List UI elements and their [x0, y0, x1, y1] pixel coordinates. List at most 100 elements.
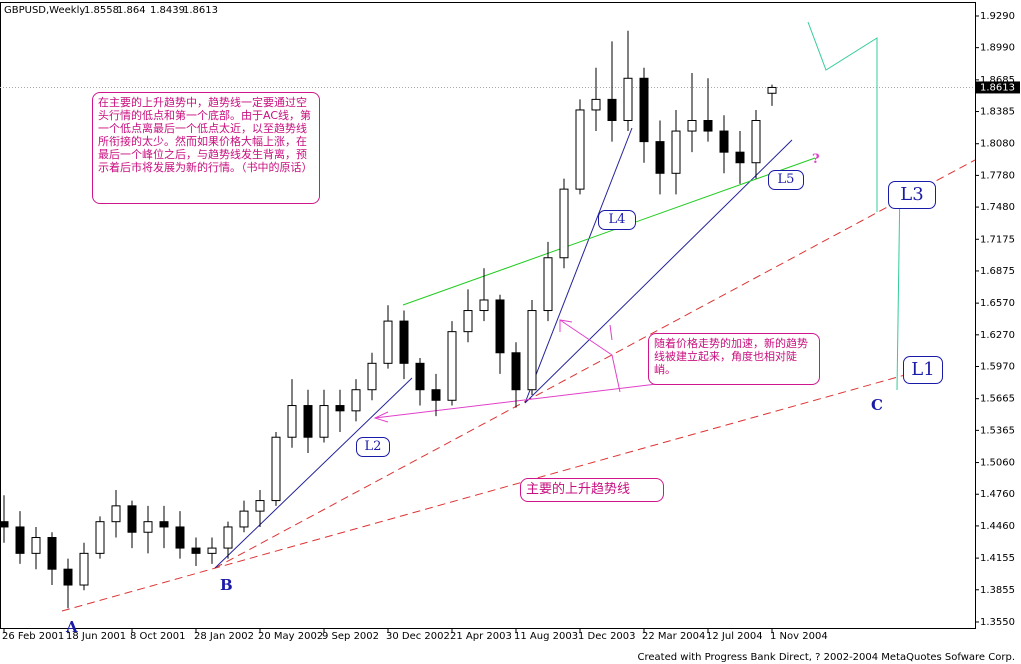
- candle-body: [639, 77, 649, 143]
- ohlc-high: 1.864: [117, 5, 146, 16]
- y-tick-label: 1.8080: [980, 139, 1015, 150]
- candle-body: [463, 310, 473, 333]
- trendlines: [61, 21, 976, 612]
- candle-body: [479, 299, 489, 312]
- candle-body: [415, 362, 425, 391]
- y-tick-label: 1.7175: [980, 234, 1015, 245]
- label-l5: L5: [768, 170, 804, 190]
- y-tick-label: 1.8385: [980, 107, 1015, 118]
- y-tick-label: 1.4760: [980, 489, 1015, 500]
- label-l3: L3: [888, 181, 936, 209]
- candle-body: [383, 320, 393, 364]
- candle-body: [255, 500, 265, 512]
- candle-body: [543, 257, 553, 312]
- arrow-head: [559, 319, 573, 332]
- angle-tick: [609, 324, 613, 341]
- trendline-l5: [524, 139, 793, 404]
- ohlc-low: 1.8439: [150, 5, 185, 16]
- y-tick-label: 1.7480: [980, 202, 1015, 213]
- x-tick-label: 9 Sep 2002: [322, 631, 379, 642]
- ohlc-close: 1.8613: [183, 5, 218, 16]
- point-c: C: [871, 396, 883, 414]
- x-tick-label: 20 May 2002: [258, 631, 323, 642]
- y-tick-label: 1.5970: [980, 361, 1015, 372]
- candle-body: [287, 405, 297, 438]
- trendline-l3: [214, 159, 976, 569]
- candle-body: [751, 120, 761, 164]
- candle-body: [0, 521, 9, 528]
- x-tick-label: 8 Oct 2001: [130, 631, 185, 642]
- label-l4: L4: [598, 210, 636, 230]
- candle-body: [159, 521, 169, 528]
- candle-body: [399, 320, 409, 364]
- candle-body: [239, 510, 249, 528]
- x-tick-label: 18 Jun 2001: [66, 631, 126, 642]
- candle-body: [655, 141, 665, 174]
- price-label: 1.8613: [980, 82, 1015, 93]
- trendline-magenta: [374, 382, 666, 419]
- y-tick-label: 1.3855: [980, 585, 1015, 596]
- label-l2: L2: [356, 437, 390, 457]
- y-tick-label: 1.4460: [980, 521, 1015, 532]
- candle-body: [607, 98, 617, 122]
- x-tick-label: 26 Feb 2001: [2, 631, 64, 642]
- candle-body: [495, 299, 505, 354]
- note-acceleration: 随着价格走势的加速，新的趋势线被建立起来，角度也相对陡峭。: [648, 333, 820, 385]
- candle-body: [191, 547, 201, 554]
- y-tick-label: 1.5665: [980, 394, 1015, 405]
- candle-body: [687, 120, 697, 132]
- candle-body: [63, 568, 73, 586]
- candle-body: [527, 310, 537, 391]
- ohlc-open: 1.8558: [84, 5, 119, 16]
- grid-layer: [0, 15, 979, 633]
- y-tick-label: 1.7780: [980, 170, 1015, 181]
- candle-body: [575, 109, 585, 190]
- cyan-path: [896, 181, 901, 391]
- x-tick-label: 11 Aug 2003: [514, 631, 578, 642]
- trendline-l1: [61, 374, 906, 612]
- cyan-path: [807, 21, 878, 212]
- x-tick-label: 1 Dec 2003: [578, 631, 636, 642]
- candle-body: [623, 77, 633, 122]
- question-mark: ?: [812, 152, 820, 167]
- y-tick-label: 1.3550: [980, 617, 1015, 628]
- y-tick-label: 1.5365: [980, 425, 1015, 436]
- candle-body: [303, 405, 313, 438]
- candle-body: [719, 130, 729, 153]
- x-tick-label: 21 Apr 2003: [450, 631, 512, 642]
- price-label-box: [976, 81, 1020, 94]
- candle-body: [367, 362, 377, 391]
- y-tick-label: 1.5060: [980, 458, 1015, 469]
- x-tick-label: 22 Mar 2004: [642, 631, 705, 642]
- candle-body: [703, 120, 713, 132]
- y-tick-label: 1.8990: [980, 43, 1015, 54]
- candle-body: [111, 505, 121, 523]
- candle-body: [559, 188, 569, 259]
- candles: [0, 30, 777, 609]
- candle-body: [127, 505, 137, 533]
- candle-body: [143, 521, 153, 533]
- candle-body: [15, 526, 25, 554]
- candle-body: [591, 98, 601, 111]
- candle-body: [79, 552, 89, 586]
- x-tick-label: 1 Nov 2004: [770, 631, 828, 642]
- candle-body: [207, 547, 217, 554]
- y-tick-label: 1.4155: [980, 553, 1015, 564]
- candle-body: [31, 537, 41, 554]
- candle-body: [511, 352, 521, 391]
- note-main: 在主要的上升趋势中，趋势线一定要通过空头行情的低点和第一个底部。由于AC线，第一…: [92, 92, 320, 204]
- candle-body: [95, 521, 105, 554]
- note-major: 主要的上升趋势线: [520, 478, 664, 502]
- point-b: B: [220, 576, 233, 594]
- candle-body: [431, 389, 441, 401]
- footer: Created with Progress Bank Direct, ? 200…: [638, 652, 1015, 663]
- point-a: A: [66, 618, 78, 636]
- candle-body: [47, 537, 57, 570]
- y-tick-label: 1.6570: [980, 298, 1015, 309]
- trendline-l4: [524, 127, 633, 404]
- trendline-green: [402, 157, 816, 306]
- candle-body: [223, 526, 233, 549]
- angle-arrow: [559, 319, 621, 393]
- y-tick-label: 1.6875: [980, 266, 1015, 277]
- candle-body: [767, 86, 777, 94]
